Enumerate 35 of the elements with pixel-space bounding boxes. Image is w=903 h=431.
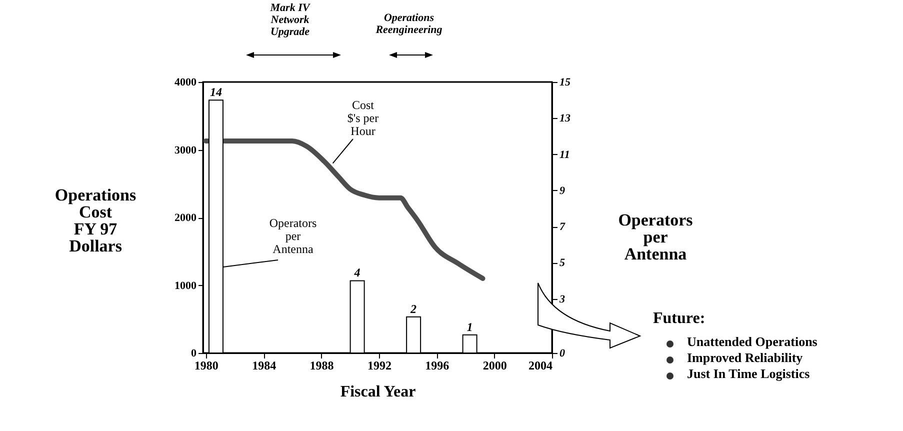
annotation: Cost $'s per Hour [347,98,379,138]
y2-tick-label: 15 [560,76,571,88]
y2-tick-label: 0 [560,348,566,360]
x-tick-label: 1980 [194,358,218,372]
y-tick-label: 1000 [174,280,197,292]
annotation: Operators per Antenna [269,216,317,256]
data-label: 4 [353,266,360,280]
text: Operations Reengineering [374,12,443,36]
x-tick-label: 1988 [310,358,334,372]
x-tick-label: 2000 [482,358,507,372]
y2-axis-title: Operators per Antenna [618,210,694,264]
y-axis-title: Operations Cost FY 97 Dollars [54,186,136,256]
text: Future: [653,310,706,327]
data-label: 1 [466,320,473,334]
data-label: 14 [210,85,222,100]
y-tick-label: 3000 [174,144,197,156]
x-tick-label: 1984 [252,358,276,372]
x-tick-label: 1996 [425,358,450,372]
y2-tick-label: 13 [560,112,571,125]
y2-tick-label: 9 [560,184,566,197]
text: Unattended Operations [687,334,818,349]
data-label: 2 [410,302,417,316]
text: Just In Time Logistics [687,366,810,381]
text: Improved Reliability [687,350,804,365]
y-tick-label: 0 [191,348,197,360]
x-axis-title: Fiscal Year [340,384,416,400]
y-tick-label: 2000 [174,212,197,224]
y2-tick-label: 5 [560,257,566,270]
y2-tick-label: 3 [558,293,566,306]
x-tick-label: 2004 [528,358,552,372]
y2-tick-label: 11 [560,148,570,161]
y2-tick-label: 7 [560,221,566,234]
y-tick-label: 4000 [174,76,197,88]
text: Mark IV Network Upgrade [269,2,312,38]
x-tick-label: 1992 [367,358,392,372]
